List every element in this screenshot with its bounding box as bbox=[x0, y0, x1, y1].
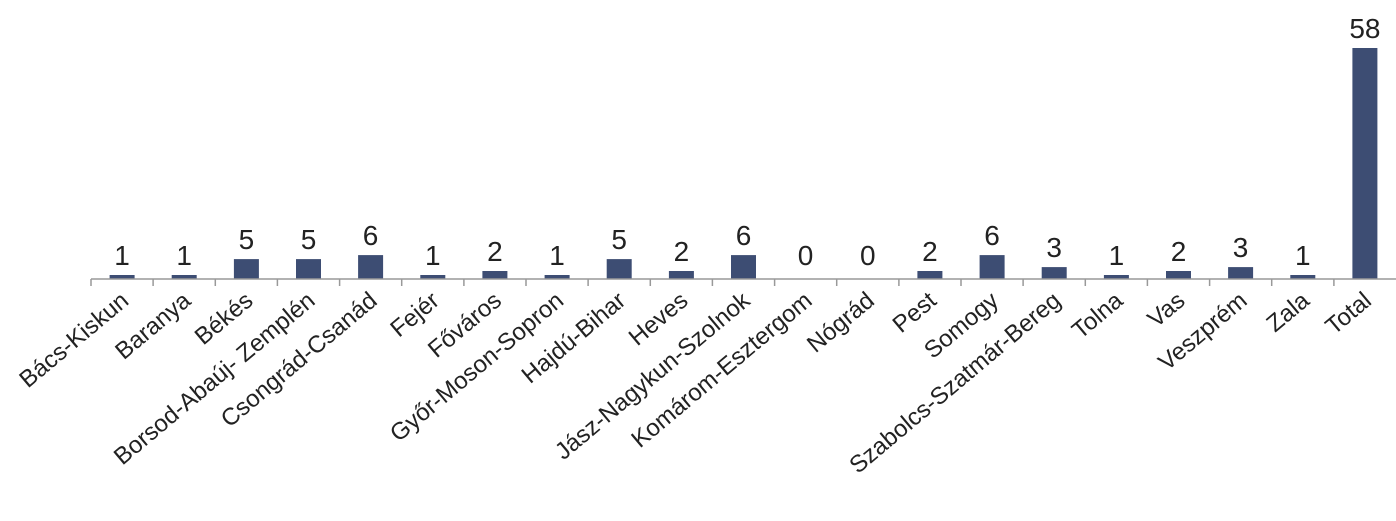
bar-vas bbox=[1166, 271, 1191, 279]
data-label-veszprem: 3 bbox=[1233, 232, 1249, 263]
data-label-jasz-nagykun-szolnok: 6 bbox=[736, 220, 752, 251]
bar-zala bbox=[1290, 275, 1316, 279]
data-label-baranya: 1 bbox=[176, 240, 192, 271]
data-label-total: 58 bbox=[1349, 13, 1380, 44]
bars-group bbox=[109, 48, 1378, 279]
data-label-fovaros: 2 bbox=[487, 236, 503, 267]
bar-total bbox=[1352, 48, 1378, 279]
category-label-vas: Vas bbox=[1143, 287, 1191, 333]
bar-fejer bbox=[420, 275, 446, 279]
data-label-tolna: 1 bbox=[1109, 240, 1125, 271]
data-label-nograd: 0 bbox=[860, 240, 876, 271]
data-label-pest: 2 bbox=[922, 236, 938, 267]
bar-tolna bbox=[1103, 275, 1129, 279]
bar-baranya bbox=[171, 275, 197, 279]
data-label-komarom-esztergom: 0 bbox=[798, 240, 814, 271]
data-label-hajdu-bihar: 5 bbox=[611, 224, 627, 255]
category-label-zala: Zala bbox=[1262, 286, 1316, 337]
data-label-csongrad-csanad: 6 bbox=[363, 220, 379, 251]
x-axis-ticks bbox=[90, 279, 1335, 286]
data-label-borsod-abauj-zemplen: 5 bbox=[301, 224, 317, 255]
bar-pest bbox=[917, 271, 943, 279]
data-label-fejer: 1 bbox=[425, 240, 441, 271]
category-label-total: Total bbox=[1321, 287, 1377, 340]
bar-somogy bbox=[979, 255, 1005, 279]
bar-heves bbox=[668, 271, 694, 279]
data-label-bekes: 5 bbox=[239, 224, 255, 255]
bar-veszprem bbox=[1228, 267, 1254, 279]
data-labels-group: 1 1 5 5 6 1 2 1 5 2 6 0 0 2 6 3 1 2 3 1 58 bbox=[114, 13, 1380, 271]
bar-gyor-moson-sopron bbox=[544, 275, 570, 279]
bar-szabolcs-szatmar-bereg bbox=[1041, 267, 1067, 279]
data-label-gyor-moson-sopron: 1 bbox=[549, 240, 565, 271]
category-label-tolna: Tolna bbox=[1067, 286, 1129, 344]
bar-fovaros bbox=[482, 271, 508, 279]
data-label-szabolcs-szatmar-bereg: 3 bbox=[1046, 232, 1062, 263]
data-label-somogy: 6 bbox=[984, 220, 1000, 251]
data-label-heves: 2 bbox=[674, 236, 690, 267]
data-label-vas: 2 bbox=[1171, 236, 1187, 267]
category-label-nograd: Nógrád bbox=[802, 287, 880, 358]
bar-bekes bbox=[233, 259, 259, 279]
bar-jasz-nagykun-szolnok bbox=[731, 255, 756, 279]
bar-csongrad-csanad bbox=[358, 255, 384, 279]
bar-bacs-kiskun bbox=[109, 275, 135, 279]
data-label-zala: 1 bbox=[1295, 240, 1311, 271]
bar-hajdu-bihar bbox=[606, 259, 632, 279]
bar-borsod-abauj-zemplen bbox=[296, 259, 321, 279]
data-label-bacs-kiskun: 1 bbox=[114, 240, 130, 271]
